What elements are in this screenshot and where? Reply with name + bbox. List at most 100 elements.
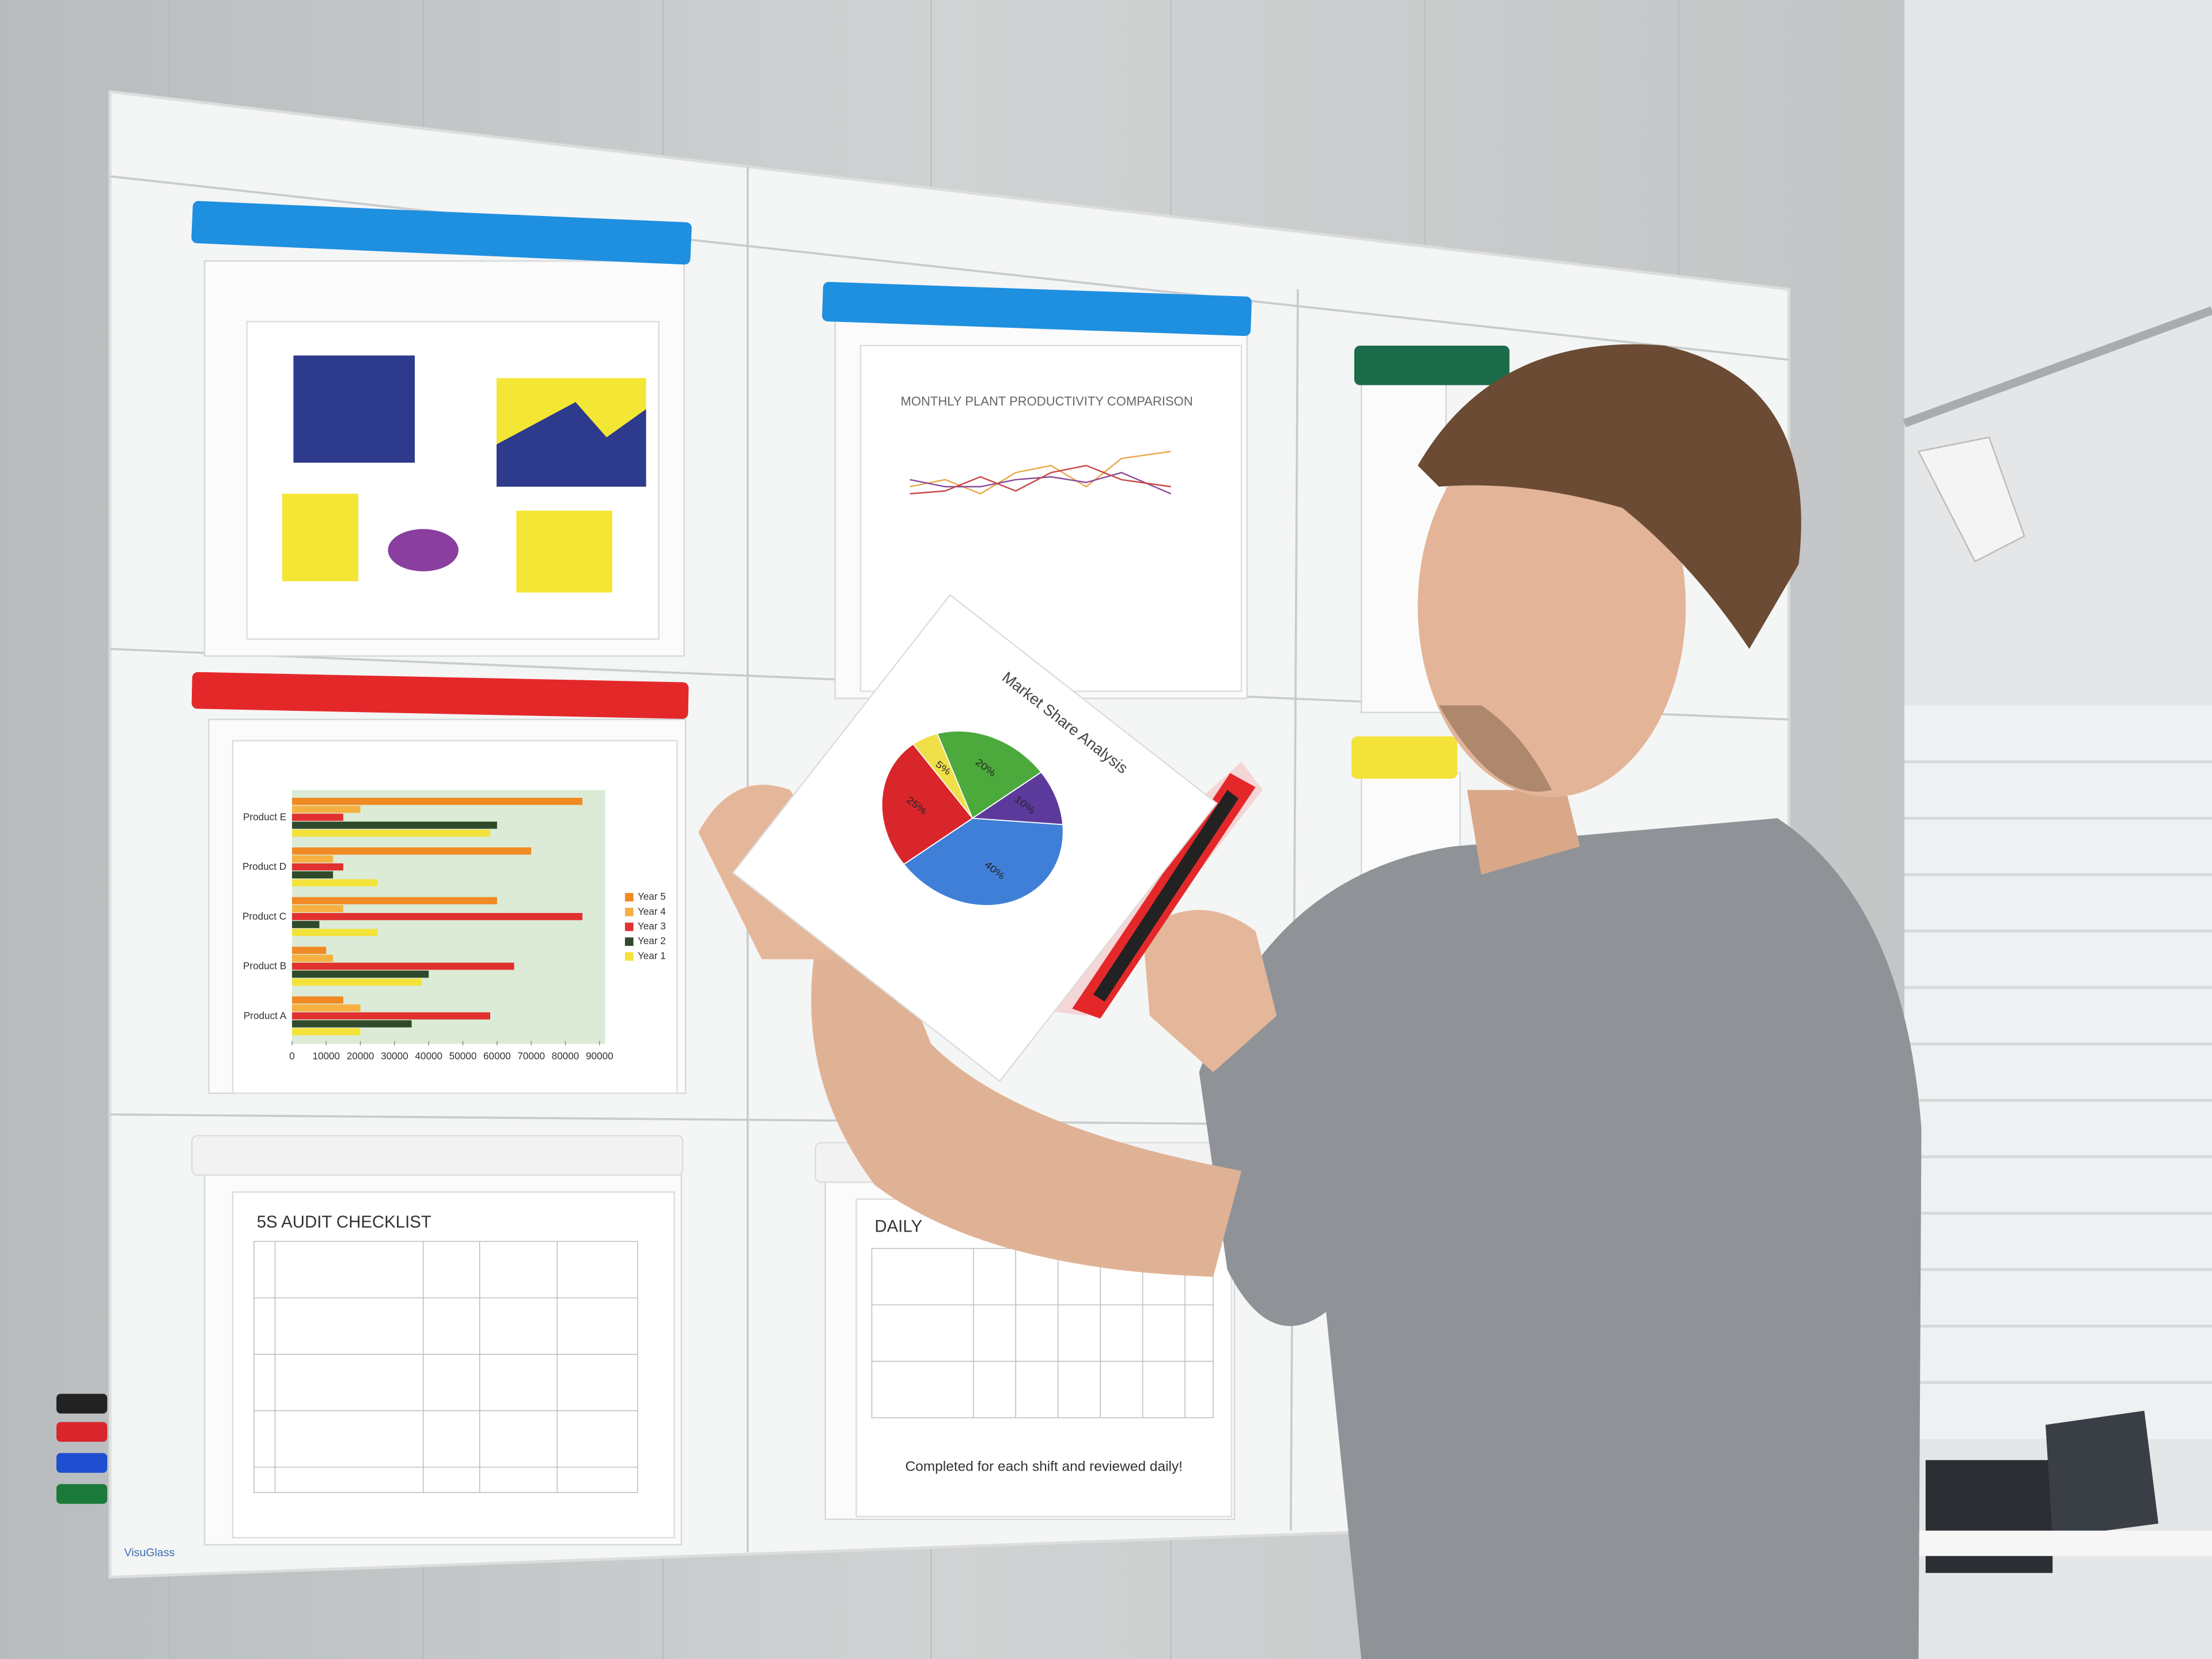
held-clip-strip xyxy=(1093,790,1239,1002)
x-tick-label: 80000 xyxy=(552,1050,579,1062)
bar xyxy=(291,921,320,929)
y-tick-label: Product A xyxy=(244,1010,287,1021)
bar xyxy=(291,978,422,986)
legend-swatch xyxy=(624,907,634,916)
mini-line xyxy=(910,450,1171,495)
bar xyxy=(291,929,378,936)
bar xyxy=(291,855,334,863)
track-light xyxy=(1903,306,2212,427)
pie-slice xyxy=(971,771,1064,825)
pocket-clip xyxy=(1351,736,1457,779)
pocket-clip xyxy=(191,200,692,265)
pie-slice xyxy=(881,743,974,865)
x-tick-label: 40000 xyxy=(415,1050,442,1062)
pie-slice xyxy=(936,730,1042,819)
pocket-clip xyxy=(822,282,1252,336)
y-tick-label: Product E xyxy=(243,811,286,823)
bar xyxy=(291,821,497,829)
bar xyxy=(291,955,334,962)
y-tick-label: Product C xyxy=(243,910,286,922)
x-tick-label: 60000 xyxy=(483,1050,511,1062)
pocket-clip xyxy=(191,1135,684,1176)
bar xyxy=(291,1020,412,1028)
x-tick-label: 30000 xyxy=(381,1050,408,1062)
held-paper: Market Share Analysis 40%25%5% 20%10% xyxy=(732,593,1218,1082)
legend-swatch xyxy=(624,937,634,946)
paper-title: MONTHLY PLANT PRODUCTIVITY COMPARISON xyxy=(901,394,1193,408)
mini-chart xyxy=(282,494,359,581)
bar xyxy=(291,1028,361,1036)
desk xyxy=(1918,1531,2212,1556)
legend-swatch xyxy=(624,922,634,931)
mini-chart xyxy=(293,355,415,463)
bar xyxy=(291,805,361,813)
daily-grid xyxy=(871,1248,1214,1418)
bar xyxy=(291,1004,361,1012)
pie-slice xyxy=(903,817,1064,906)
y-tick-label: Product D xyxy=(243,861,286,872)
mini-chart xyxy=(516,510,612,593)
bar xyxy=(291,813,343,821)
arm xyxy=(811,903,1242,1277)
paper-note: Completed for each shift and reviewed da… xyxy=(906,1459,1183,1474)
x-tick-label: 90000 xyxy=(586,1050,613,1062)
marker xyxy=(56,1453,108,1473)
pocket-clip xyxy=(191,672,689,719)
pocket-clip xyxy=(1354,346,1510,385)
marker xyxy=(56,1484,108,1504)
bar xyxy=(291,879,378,887)
bar xyxy=(291,830,490,837)
bar xyxy=(291,871,334,878)
legend-swatch xyxy=(624,893,634,902)
x-tick-label: 70000 xyxy=(517,1050,545,1062)
legend-label: Year 5 xyxy=(638,891,666,902)
neck xyxy=(1467,790,1580,875)
x-tick-label: 50000 xyxy=(449,1050,477,1062)
x-tick-label: 20000 xyxy=(347,1050,374,1062)
mini-chart xyxy=(497,402,646,487)
hand xyxy=(1142,910,1277,1073)
spotlight xyxy=(1917,436,2025,563)
beard xyxy=(1438,705,1552,792)
legend-label: Year 2 xyxy=(638,935,666,946)
bricks xyxy=(1904,760,2212,1384)
bar xyxy=(291,912,583,921)
brand: VisuGlass xyxy=(124,1546,175,1559)
x-tick-label: 0 xyxy=(289,1050,295,1062)
paper-title: DAILY xyxy=(874,1217,922,1236)
bar xyxy=(291,996,343,1004)
face xyxy=(1418,416,1686,797)
pie-chart: 40%25%5% 20%10% xyxy=(881,730,1064,906)
bar xyxy=(291,897,497,904)
paper xyxy=(232,1191,675,1539)
hair xyxy=(1418,344,1801,649)
x-tick-label: 10000 xyxy=(312,1050,340,1062)
mini-chart xyxy=(388,529,459,571)
legend-label: Year 1 xyxy=(638,950,666,961)
bar xyxy=(291,1012,490,1020)
bar xyxy=(291,905,343,912)
marker xyxy=(56,1422,108,1442)
office-chair xyxy=(2046,1410,2158,1538)
bar xyxy=(291,847,532,855)
bar xyxy=(291,946,327,954)
legend-label: Year 4 xyxy=(638,906,666,917)
bar xyxy=(291,863,343,871)
shirt xyxy=(1199,818,1922,1659)
y-tick-label: Product B xyxy=(243,960,286,972)
bar xyxy=(291,963,514,970)
mini-line xyxy=(910,472,1172,495)
marker xyxy=(56,1393,108,1414)
legend-swatch xyxy=(624,952,634,961)
bar-chart: 0 10000 20000 30000 40000 50000 60000 70000 8000… xyxy=(243,797,666,1062)
bar xyxy=(291,970,429,978)
paper-title: 5S AUDIT CHECKLIST xyxy=(257,1213,431,1232)
brick-wall xyxy=(1904,705,2212,1439)
checklist-grid xyxy=(253,1241,638,1493)
mini-line xyxy=(910,464,1171,495)
legend-label: Year 3 xyxy=(638,921,666,932)
bar xyxy=(291,797,583,805)
